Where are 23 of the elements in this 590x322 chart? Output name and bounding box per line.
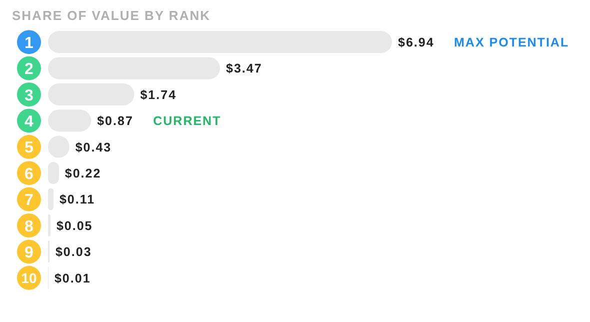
- annotation: CURRENT: [153, 114, 222, 128]
- y-tick-label: 6: [24, 166, 34, 183]
- chart-title: SHARE OF VALUE BY RANK: [12, 8, 212, 23]
- y-tick-label: 2: [24, 61, 34, 78]
- data-label: $0.11: [59, 192, 96, 207]
- data-label: $3.47: [226, 62, 262, 76]
- y-tick-label: 5: [24, 140, 34, 157]
- data-label: $0.03: [55, 245, 92, 260]
- data-label: $0.22: [64, 166, 102, 180]
- data-label: $0.01: [54, 271, 91, 286]
- data-label: $6.94: [398, 36, 434, 50]
- data-label: $0.05: [56, 218, 93, 233]
- y-tick-label: 9: [24, 244, 34, 262]
- y-tick-label: 3: [24, 87, 34, 104]
- y-tick-label: 10: [21, 270, 37, 286]
- y-tick-label: 7: [24, 192, 34, 210]
- data-label: $0.87: [97, 114, 134, 128]
- y-tick-label: 4: [24, 113, 34, 130]
- data-label: $1.74: [140, 88, 177, 102]
- text: MAX POTENTIAL: [454, 36, 570, 50]
- y-tick-label: 8: [24, 218, 34, 236]
- y-tick-label: 1: [24, 34, 34, 52]
- data-label: $0.43: [75, 140, 112, 154]
